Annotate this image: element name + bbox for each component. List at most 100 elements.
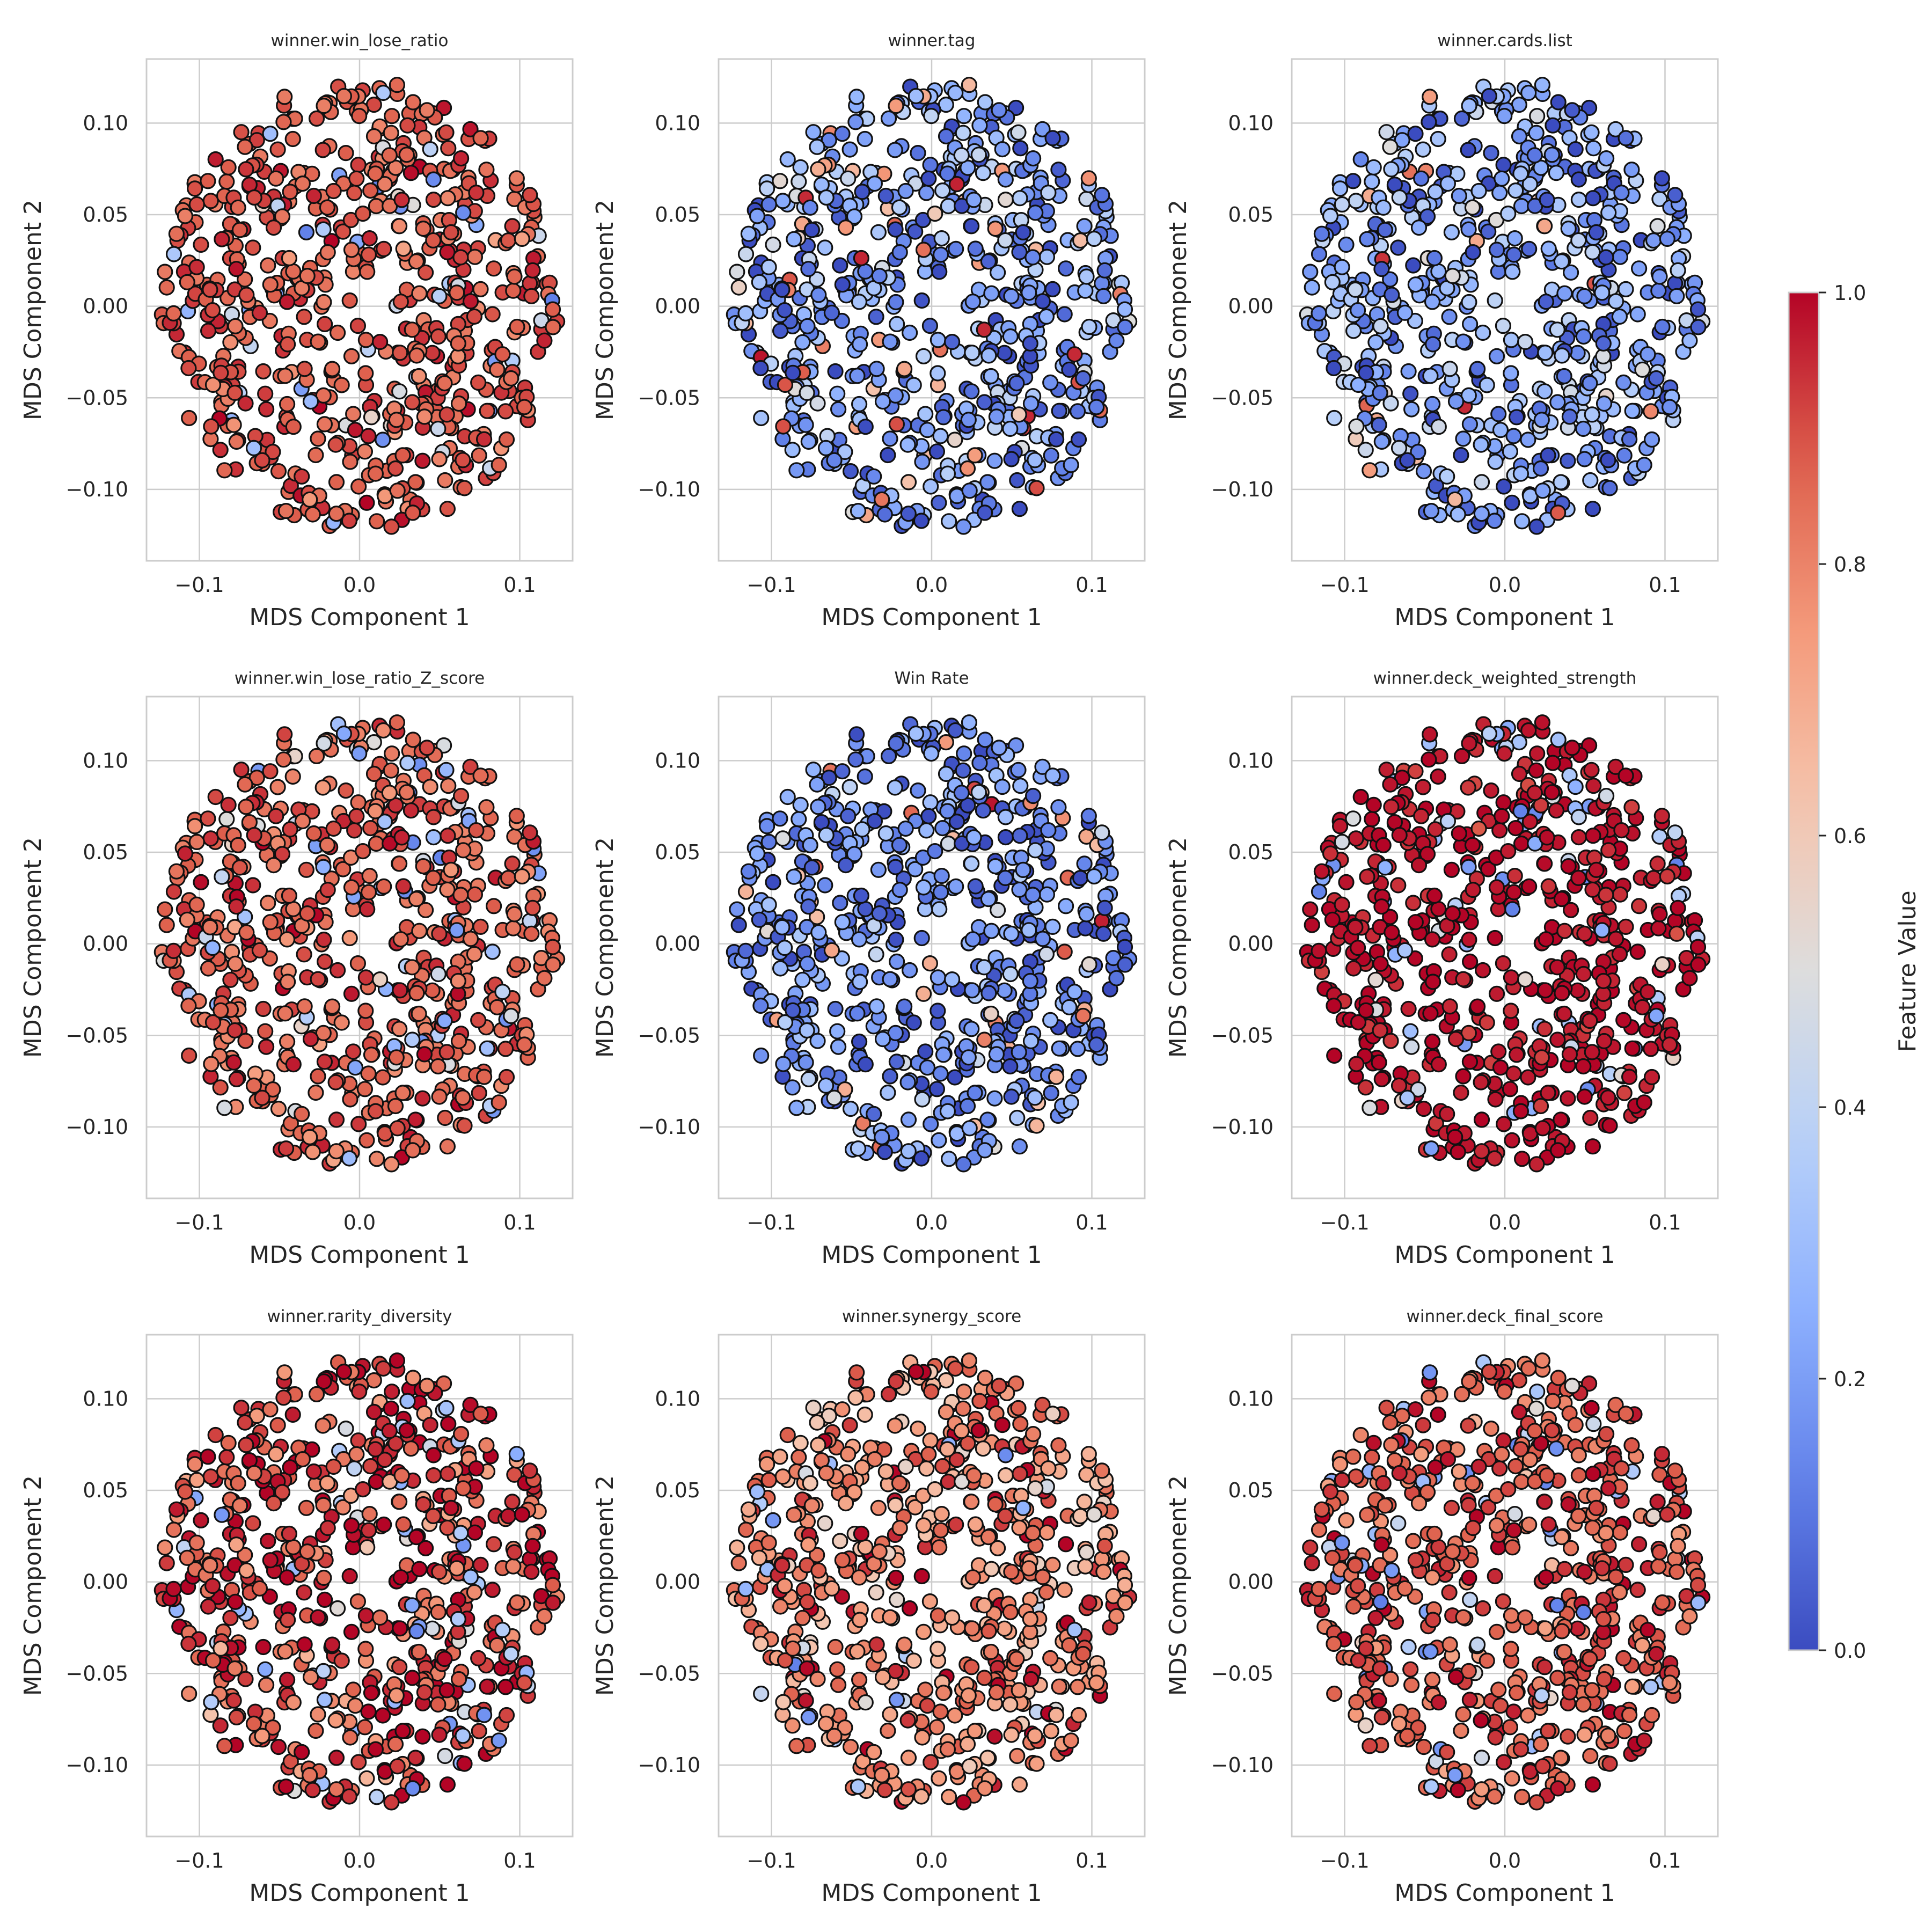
data-point [1327, 361, 1341, 376]
data-point [1376, 200, 1391, 215]
data-point [1118, 302, 1132, 317]
data-point [405, 960, 419, 975]
data-point [297, 1585, 311, 1600]
data-point [1571, 172, 1586, 187]
data-point [752, 275, 766, 289]
data-point [515, 869, 529, 884]
data-point [1339, 875, 1353, 889]
data-point [500, 433, 514, 447]
data-point [203, 920, 217, 934]
data-point [357, 1082, 372, 1096]
data-point [269, 1447, 283, 1461]
data-point [1565, 103, 1579, 118]
data-point [1597, 1034, 1612, 1049]
data-point [1363, 463, 1377, 478]
data-point [1041, 823, 1056, 838]
data-point [890, 954, 904, 969]
data-point [964, 1022, 979, 1036]
data-point [515, 232, 529, 246]
panel-2: winner.tag−0.1 0.0 0.1−0.10−0.050.000.050.… [591, 31, 1145, 631]
data-point [932, 902, 947, 917]
data-point [456, 1481, 471, 1496]
data-point [525, 263, 540, 277]
data-point [358, 366, 373, 380]
data-point [357, 1720, 372, 1735]
data-point [1456, 334, 1470, 349]
data-point [1366, 160, 1381, 174]
data-point [1391, 878, 1406, 892]
data-point [1087, 869, 1101, 884]
data-point [320, 200, 334, 215]
data-point [504, 371, 518, 386]
data-point [217, 1101, 232, 1115]
data-point [278, 1644, 292, 1659]
data-point [1012, 502, 1027, 516]
data-point [1561, 222, 1576, 236]
data-point [1010, 1111, 1024, 1125]
data-point [1004, 1089, 1019, 1104]
data-point [831, 1040, 846, 1054]
data-point [1518, 335, 1533, 349]
data-point [471, 375, 486, 390]
data-point [276, 115, 291, 129]
data-point [444, 862, 458, 877]
data-point [819, 1078, 833, 1093]
data-point [936, 1048, 951, 1062]
data-point [1465, 200, 1480, 215]
data-point [393, 1621, 407, 1636]
data-point [987, 453, 1002, 468]
data-point [890, 317, 904, 331]
data-point [485, 945, 500, 959]
data-point [504, 1009, 518, 1023]
data-point [1057, 945, 1072, 959]
data-point [256, 1002, 270, 1016]
data-point [1530, 747, 1545, 761]
data-point [752, 912, 766, 927]
data-point [1384, 162, 1399, 177]
data-point [1423, 727, 1437, 742]
data-point [1670, 289, 1684, 303]
data-point [328, 1713, 343, 1728]
data-point [1062, 1000, 1077, 1014]
data-point [523, 825, 537, 840]
data-point [892, 1476, 906, 1490]
data-point [1637, 458, 1651, 472]
data-point [1073, 233, 1088, 248]
data-point [1521, 1070, 1535, 1085]
y-tick-label: 0.00 [83, 932, 128, 956]
data-point [167, 884, 181, 899]
data-point [1431, 902, 1446, 916]
data-point [1602, 481, 1617, 495]
data-point [1076, 371, 1091, 386]
data-point [917, 349, 931, 363]
data-point [1359, 1003, 1373, 1018]
data-point [405, 395, 420, 409]
data-point [935, 1459, 950, 1474]
data-point [890, 1592, 904, 1607]
data-point [263, 764, 277, 779]
data-point [214, 1641, 228, 1656]
data-point [188, 181, 202, 196]
data-point [1064, 1095, 1078, 1110]
data-point [464, 932, 478, 946]
data-point [981, 254, 996, 269]
data-point [318, 317, 332, 331]
data-point [297, 947, 311, 962]
data-point [978, 506, 992, 520]
data-point [1444, 862, 1459, 877]
data-point [800, 1023, 814, 1038]
data-point [915, 1092, 930, 1107]
data-point [431, 1059, 445, 1074]
data-point [1635, 1000, 1650, 1014]
data-point [358, 1608, 373, 1623]
data-point [1081, 809, 1096, 823]
data-point [789, 1739, 804, 1753]
data-point [499, 1680, 513, 1694]
data-point [329, 1782, 343, 1797]
data-point [789, 1101, 804, 1115]
data-point [501, 871, 516, 885]
data-point [824, 943, 839, 957]
data-point [342, 1151, 356, 1166]
data-point [523, 1463, 537, 1478]
data-point [300, 269, 314, 283]
